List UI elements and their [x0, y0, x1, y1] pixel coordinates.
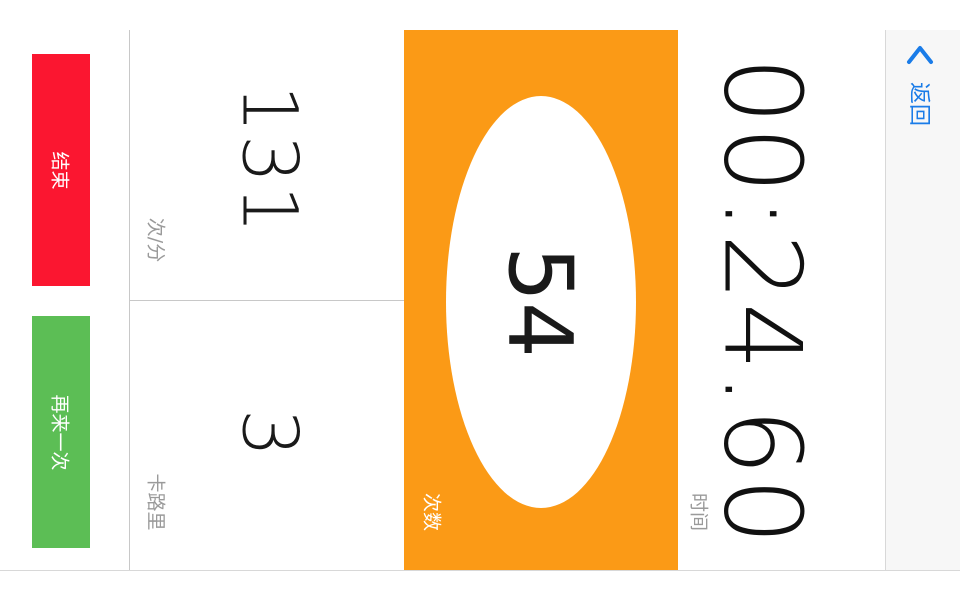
bottom-bar: [0, 570, 960, 600]
again-button-label: 再来一次: [48, 393, 71, 471]
timer-value: 00:24.60: [700, 56, 824, 548]
count-value: 54: [488, 246, 592, 358]
count-label: 次数: [420, 492, 443, 532]
end-button[interactable]: 结束: [32, 54, 90, 286]
rate-value: 131: [225, 84, 315, 236]
chevron-left-icon: [907, 46, 933, 64]
end-button-label: 结束: [48, 150, 71, 190]
back-bar: [885, 30, 960, 570]
divider-horizontal: [129, 300, 404, 301]
rate-unit-label: 次/分: [144, 217, 167, 263]
calories-value: 3: [225, 408, 315, 460]
again-button[interactable]: 再来一次: [32, 316, 90, 548]
top-bar: [0, 0, 960, 30]
timer-label: 时间: [687, 492, 710, 532]
calories-unit-label: 卡路里: [144, 473, 167, 531]
back-label: 返回: [906, 81, 931, 127]
count-ellipse: [446, 96, 636, 508]
timer-panel: [678, 30, 885, 570]
